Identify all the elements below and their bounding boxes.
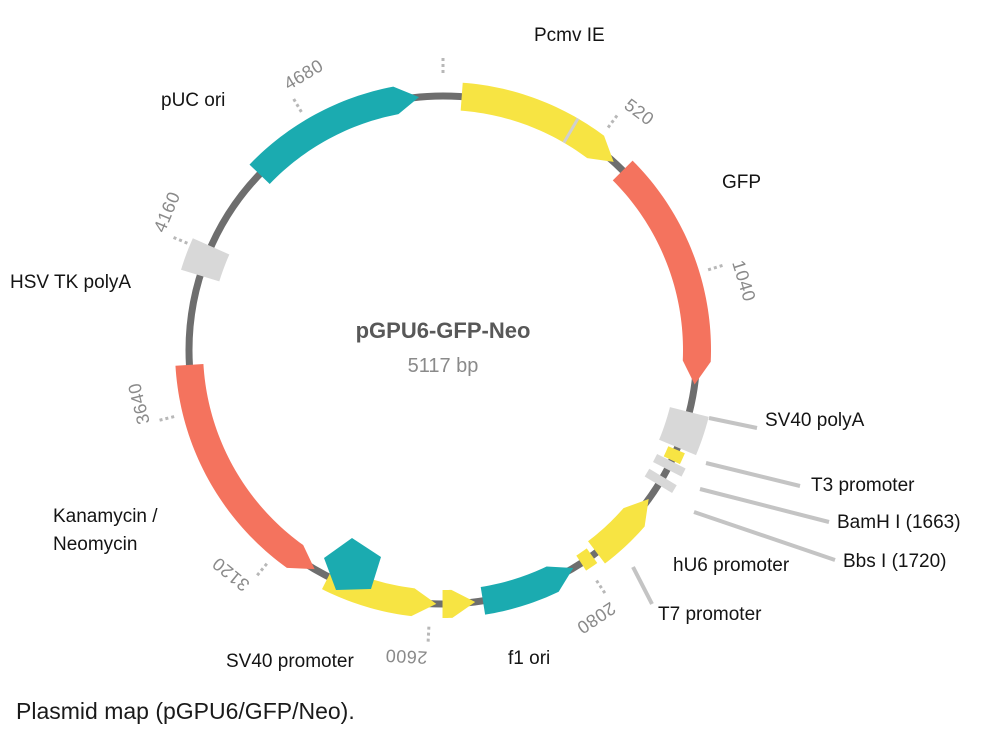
leader-lines-layer	[631, 416, 836, 605]
feature-label-t3-promoter: T3 promoter	[811, 475, 915, 496]
feature-pcmv-ie[interactable]	[460, 82, 614, 162]
feature-label-kanamycin: Kanamycin /	[53, 506, 158, 527]
feature-kanamycin-neomycin[interactable]	[175, 364, 315, 570]
feature-unnamed-9[interactable]	[442, 589, 476, 618]
feature-puc-ori[interactable]	[249, 86, 420, 184]
features-layer	[175, 82, 711, 618]
tick-2600: 2600	[385, 626, 431, 668]
feature-shape	[249, 86, 420, 184]
leader-t7-promoter	[631, 566, 654, 605]
tick-mark	[595, 579, 608, 596]
tick-mark	[606, 113, 620, 129]
feature-label-hsv-tk-polya: HSV TK polyA	[10, 272, 131, 293]
tick-label: 2080	[573, 598, 619, 638]
tick-mark	[426, 626, 431, 644]
feature-label-hu6-promoter: hU6 promoter	[673, 555, 790, 576]
tick-mark	[707, 263, 725, 272]
feature-shape	[460, 82, 614, 162]
feature-shape	[588, 499, 649, 564]
leader-bbsi	[693, 510, 836, 562]
figure-caption: Plasmid map (pGPU6/GFP/Neo).	[16, 698, 355, 724]
leader-t3-promoter	[705, 461, 801, 488]
feature-label-bbs-i-1720: Bbs I (1720)	[843, 551, 947, 572]
tick-2080: 2080	[573, 579, 619, 638]
feature-labels-layer: Pcmv IE GFP SV40 polyA T3 promoter BamH I (1…	[10, 25, 961, 672]
feature-label-f1-ori: f1 ori	[508, 648, 550, 669]
feature-shape	[442, 589, 476, 618]
leader-bamhi	[699, 487, 830, 524]
feature-f1-ori[interactable]	[480, 566, 574, 615]
leader-sv40-polya	[708, 416, 758, 430]
tick-520: 520	[606, 95, 658, 130]
feature-shape	[480, 566, 574, 615]
feature-t7-promoter[interactable]	[576, 548, 598, 571]
feature-label-neomycin: Neomycin	[53, 534, 137, 555]
restriction-site-mark	[644, 468, 677, 493]
tick-label: 520	[621, 95, 658, 130]
restriction-site-mark	[653, 454, 686, 477]
feature-shape	[576, 548, 598, 571]
tick-label: 2600	[385, 645, 428, 667]
plasmid-name: pGPU6-GFP-Neo	[356, 318, 531, 343]
tick-label: 4160	[150, 189, 185, 236]
tick-mark	[291, 96, 303, 113]
feature-label-pcmv-ie: Pcmv IE	[534, 25, 605, 46]
feature-label-sv40-polya: SV40 polyA	[765, 410, 865, 431]
tick-mark	[157, 415, 175, 423]
feature-label-gfp: GFP	[722, 172, 761, 193]
tick-label: 4680	[280, 55, 326, 94]
tick-4160: 4160	[150, 189, 188, 245]
feature-hu6-promoter[interactable]	[588, 499, 649, 564]
feature-label-bamh-i-1663: BamH I (1663)	[837, 512, 961, 533]
feature-hsv-tk-polya[interactable]	[181, 238, 230, 282]
feature-sv40-polya[interactable]	[659, 407, 709, 456]
tick-mark	[254, 562, 268, 578]
tick-4680: 4680	[280, 55, 327, 113]
feature-shape	[612, 160, 711, 385]
tick-mark	[171, 235, 188, 245]
tick-3120: 3120	[208, 553, 268, 595]
feature-shape	[181, 238, 230, 282]
feature-shape	[663, 446, 685, 465]
pcmv-internal-divider	[562, 117, 580, 144]
plasmid-size: 5117 bp	[408, 355, 479, 377]
inner-pentagon-marker	[324, 538, 381, 590]
tick-label: 3120	[208, 553, 253, 595]
feature-shape	[175, 364, 315, 570]
feature-shape	[659, 407, 709, 456]
feature-label-t7-promoter: T7 promoter	[658, 604, 762, 625]
feature-t3-promoter[interactable]	[663, 446, 685, 465]
feature-gfp[interactable]	[612, 160, 711, 385]
feature-label-puc-ori: pUC ori	[161, 90, 225, 111]
plasmid-map-svg: 520 1040 2080 2600 3120 3640 4160 4680 Pcmv IE G…	[10, 25, 961, 672]
feature-bamh-i-1663[interactable]	[653, 454, 686, 477]
feature-label-sv40-promoter: SV40 promoter	[226, 651, 354, 672]
tick-label: 3640	[124, 381, 154, 427]
tick-3640: 3640	[124, 381, 175, 427]
feature-bbs-i-1720[interactable]	[644, 468, 677, 493]
plasmid-map-figure: 520 1040 2080 2600 3120 3640 4160 4680 Pcmv IE G…	[10, 25, 961, 672]
tick-1040: 1040	[707, 258, 760, 304]
tick-label: 1040	[728, 258, 759, 304]
